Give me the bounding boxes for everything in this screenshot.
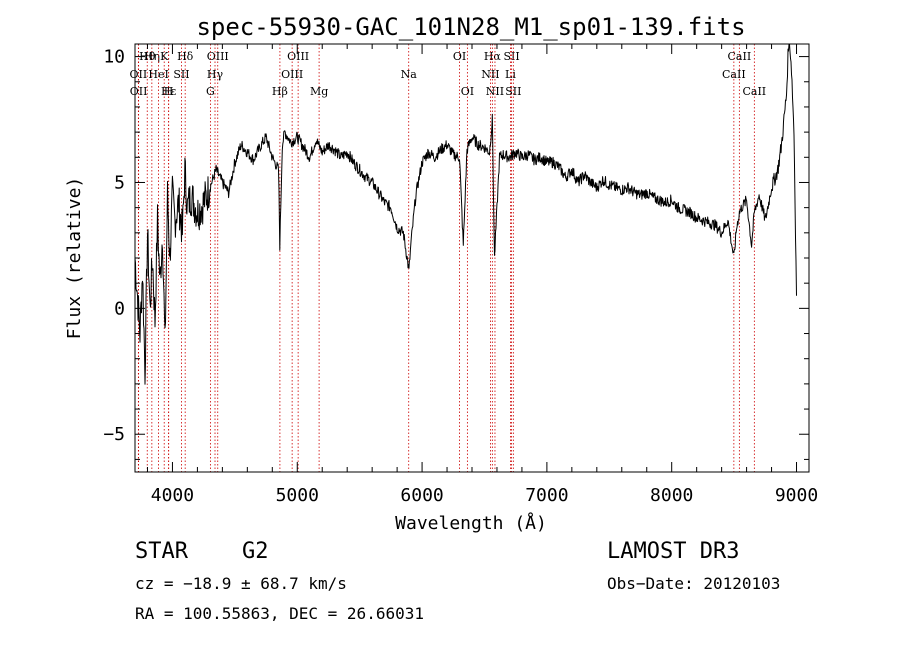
y-tick-label: 10 [103,47,125,68]
observation-date: Obs−Date: 20120103 [607,574,781,593]
line-label: CaII [742,85,766,98]
line-label: OI [461,85,474,98]
line-label: K [160,50,169,63]
line-label: Hβ [272,85,288,98]
line-label: Hε [161,85,177,98]
line-label: NII [481,68,499,81]
line-label: CaII [722,68,746,81]
line-label: OIII [281,68,303,81]
line-label: CaII [728,50,752,63]
axes: 4000 5000 6000 7000 8000 9000 −5 0 5 10 [103,44,818,506]
line-label: HeI [148,68,168,81]
line-label: H [164,85,174,98]
spectral-class: STAR [135,539,188,564]
y-tick-label: −5 [103,424,125,445]
line-label: Mg [310,85,328,98]
chart-title: spec-55930-GAC_101N28_M1_sp01-139.fits [196,13,745,41]
line-label: Hθ [139,50,156,63]
x-tick-label: 5000 [276,485,319,506]
line-label: Na [401,68,418,81]
line-label: OI [453,50,466,63]
line-label: OIII [207,50,229,63]
x-tick-label: 9000 [775,485,818,506]
line-label: SII [505,85,521,98]
line-label: Hα [484,50,502,63]
line-label: OII [130,68,148,81]
line-label: SII [173,68,189,81]
y-axis-label: Flux (relative) [64,177,85,340]
line-label: NII [486,85,504,98]
line-label: Hγ [207,68,224,81]
spectrum [134,43,797,385]
ra-dec-coordinates: RA = 100.55863, DEC = 26.66031 [135,604,424,623]
x-tick-label: 7000 [525,485,568,506]
x-tick-label: 8000 [650,485,693,506]
x-tick-label: 6000 [400,485,443,506]
x-tick-label: 4000 [151,485,194,506]
line-label: SII [503,50,519,63]
survey-name: LAMOST DR3 [607,539,740,564]
y-tick-label: 0 [114,298,125,319]
line-label: Hδ [177,50,194,63]
line-label: Hη [144,50,160,63]
line-label: OII [130,85,148,98]
redshift-cz: cz = −18.9 ± 68.7 km/s [135,574,347,593]
spectral-subclass: G2 [242,539,269,564]
spectrum-line [134,43,797,385]
plot-frame [134,43,810,473]
y-tick-label: 5 [114,172,125,193]
line-label: OIII [287,50,309,63]
line-label: Li [505,68,516,81]
x-axis-label: Wavelength (Å) [395,512,547,534]
line-label: G [206,85,215,98]
